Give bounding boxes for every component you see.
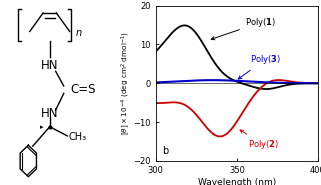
Text: C=S: C=S xyxy=(70,83,96,96)
Text: Poly($\mathbf{1}$): Poly($\mathbf{1}$) xyxy=(211,16,276,40)
Text: Poly($\mathbf{2}$): Poly($\mathbf{2}$) xyxy=(240,130,279,151)
Text: b: b xyxy=(162,146,169,156)
Y-axis label: $[\theta]\times10^{-4}$ (deg cm$^2$ dmol$^{-1}$): $[\theta]\times10^{-4}$ (deg cm$^2$ dmol… xyxy=(119,31,132,135)
Text: ▸: ▸ xyxy=(40,124,44,130)
Text: HN: HN xyxy=(41,107,58,120)
X-axis label: Wavelength (nm): Wavelength (nm) xyxy=(198,178,276,185)
Text: n: n xyxy=(75,28,82,38)
Text: CH₃: CH₃ xyxy=(69,132,87,142)
Text: Poly($\mathbf{3}$): Poly($\mathbf{3}$) xyxy=(238,53,281,79)
Text: HN: HN xyxy=(41,59,58,72)
